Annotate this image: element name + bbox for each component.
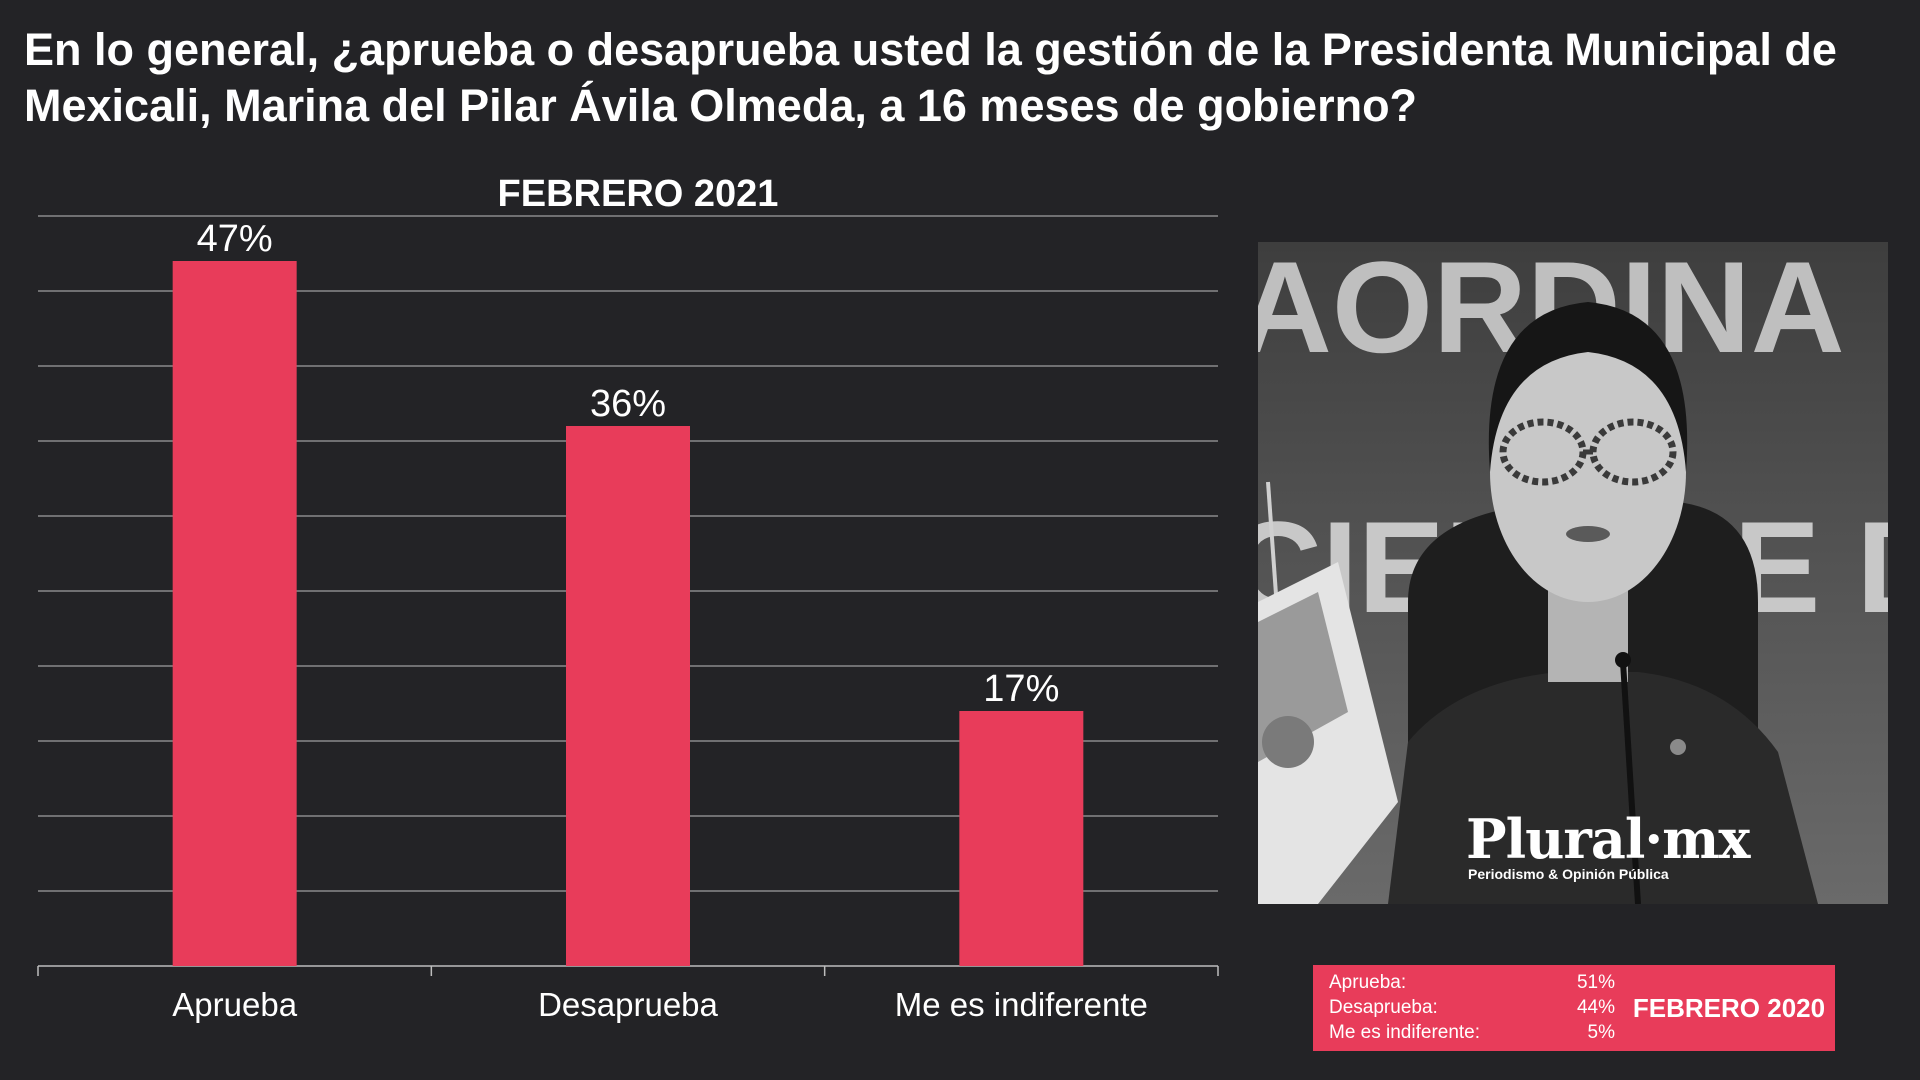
portrait-image: AORDINA CIEMPRE D [1258,242,1888,904]
previous-results-box: Aprueba: 51% Desaprueba: 44% Me es indif… [1313,965,1835,1051]
previous-row-value: 5% [1587,1022,1615,1043]
x-tick-label: Me es indiferente [895,986,1148,1023]
previous-row-label: Me es indiferente: [1329,1022,1481,1043]
x-tick-label: Desaprueba [538,986,718,1023]
bar-chart: FEBRERO 2021 47% Aprueba 36% Desaprueba 17% Me… [37,173,1219,1023]
page-title: En lo general, ¿aprueba o desaprueba ust… [24,24,1837,131]
plural-mx-logo: Plural·mx [1466,807,1750,871]
previous-row-indiferente: Me es indiferente: 5% [1329,1022,1615,1044]
bar [959,711,1084,966]
x-tick-label: Aprueba [172,986,297,1023]
portrait-photo: AORDINA CIEMPRE D [1258,242,1888,904]
previous-row-desaprueba: Desaprueba: 44% [1329,997,1615,1019]
bar [172,261,297,966]
previous-period-title: FEBRERO 2020 [1632,993,1826,1023]
previous-row-label: Desaprueba: [1329,997,1438,1018]
data-label: 36% [590,383,666,425]
plural-mx-tagline: Periodismo & Opinión Pública [1468,866,1669,882]
data-label: 47% [197,218,273,260]
previous-row-value: 44% [1576,997,1615,1018]
bar [566,426,690,966]
previous-row-aprueba: Aprueba: 51% [1329,972,1615,994]
previous-row-value: 51% [1576,972,1615,993]
previous-row-label: Aprueba: [1329,972,1407,993]
chart-title: FEBRERO 2021 [498,173,779,215]
data-label: 17% [983,668,1059,710]
